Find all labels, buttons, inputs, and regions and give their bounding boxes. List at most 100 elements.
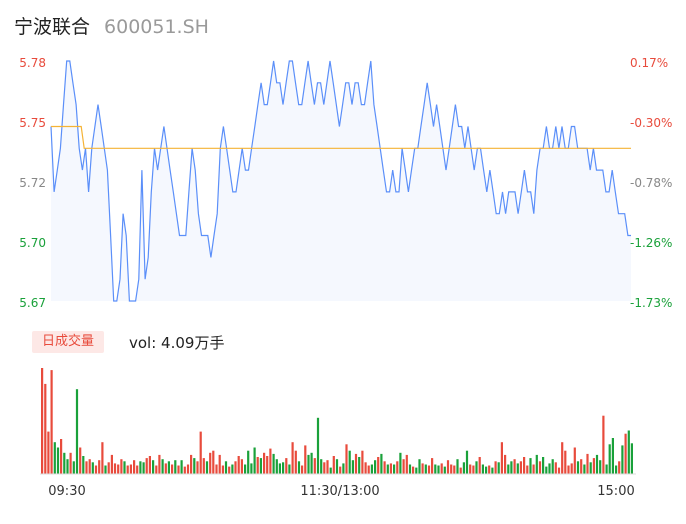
volume-bar xyxy=(402,459,405,474)
x-tick: 11:30/13:00 xyxy=(300,484,379,499)
volume-bar xyxy=(472,465,475,474)
volume-bar xyxy=(136,465,139,474)
volume-bar xyxy=(304,445,307,474)
volume-bar xyxy=(167,461,170,474)
volume-bar xyxy=(548,463,551,474)
volume-bar xyxy=(526,465,529,474)
volume-bar xyxy=(405,454,408,474)
volume-bar xyxy=(523,457,526,474)
x-tick: 15:00 xyxy=(597,484,634,499)
price-line xyxy=(50,60,631,302)
daily-volume-tab[interactable]: 日成交量 xyxy=(32,331,105,353)
volume-bar xyxy=(380,453,383,474)
volume-bar xyxy=(104,465,107,474)
y-tick-left: 5.78 xyxy=(19,56,46,70)
volume-bar xyxy=(234,461,237,474)
volume-bar xyxy=(374,460,377,474)
volume-bar xyxy=(377,457,380,474)
volume-bar xyxy=(592,458,595,474)
volume-bar xyxy=(399,452,402,474)
volume-bar xyxy=(332,456,335,474)
volume-bar xyxy=(615,465,618,474)
volume-bar xyxy=(351,460,354,474)
volume-bar xyxy=(240,459,243,474)
volume-bar xyxy=(221,465,224,474)
volume-bar xyxy=(256,457,259,474)
volume-bar xyxy=(450,464,453,474)
volume-bar xyxy=(573,447,576,474)
volume-bar xyxy=(567,465,570,474)
volume-bar xyxy=(113,463,117,474)
volume-bar xyxy=(133,460,136,474)
volume-bar xyxy=(161,459,164,474)
volume-bar xyxy=(278,463,281,474)
volume-bar xyxy=(396,461,399,474)
volume-bar xyxy=(110,454,113,474)
volume-chart: 09:30 11:30/13:00 15:00 xyxy=(40,368,636,499)
volume-bar xyxy=(47,431,50,474)
volume-bar xyxy=(60,439,63,474)
volume-bar xyxy=(383,461,386,474)
volume-bar xyxy=(224,461,228,474)
volume-bar xyxy=(323,462,326,474)
volume-bar xyxy=(599,460,602,474)
volume-bar xyxy=(361,450,364,474)
y-tick-left: 5.72 xyxy=(19,176,46,190)
volume-bar xyxy=(288,464,291,474)
y-axis-left: 5.78 5.75 5.72 5.70 5.67 xyxy=(19,56,46,310)
volume-bar xyxy=(266,456,269,474)
volume-bar xyxy=(437,465,440,474)
volume-bar xyxy=(453,465,456,474)
volume-bar xyxy=(475,461,478,474)
volume-bar xyxy=(174,460,177,474)
y-tick-left: 5.75 xyxy=(19,116,46,130)
volume-bar xyxy=(117,464,120,474)
volume-bar xyxy=(618,461,621,474)
volume-bar xyxy=(561,442,564,474)
volume-bar xyxy=(193,458,196,474)
volume-bar xyxy=(180,460,183,474)
volume-bar xyxy=(196,461,199,474)
volume-bar xyxy=(580,459,583,474)
y-tick-left: 5.67 xyxy=(19,296,46,310)
volume-bar xyxy=(272,453,275,474)
volume-bar xyxy=(148,456,151,474)
volume-bar xyxy=(98,460,101,474)
volume-bar xyxy=(231,464,234,474)
volume-bar xyxy=(485,466,488,474)
volume-bar xyxy=(329,467,332,474)
price-area xyxy=(51,61,631,301)
y-axis-right: 0.17% -0.30% -0.78% -1.26% -1.73% xyxy=(630,56,672,310)
volume-bar xyxy=(79,447,82,474)
volume-bar xyxy=(576,461,580,474)
volume-bar xyxy=(301,465,304,474)
volume-bar xyxy=(465,450,469,474)
volume-bar xyxy=(126,465,129,474)
volume-bar xyxy=(358,457,361,474)
volume-bar xyxy=(247,450,250,474)
volume-bar xyxy=(418,459,421,474)
volume-bar xyxy=(88,459,91,474)
volume-bar xyxy=(155,465,158,474)
volume-bar xyxy=(564,450,567,474)
volume-bar xyxy=(75,389,79,474)
volume-bar xyxy=(421,463,424,474)
volume-bar xyxy=(446,460,450,474)
volume-bar xyxy=(462,462,465,474)
y-tick-right: -1.73% xyxy=(630,296,672,310)
volume-bar xyxy=(459,467,462,474)
volume-bar xyxy=(608,444,611,474)
volume-bar xyxy=(611,438,614,474)
volume-bar xyxy=(250,463,253,474)
volume-bar xyxy=(513,459,516,474)
y-tick-right: 0.17% xyxy=(630,56,668,70)
volume-bar xyxy=(145,458,148,474)
volume-bar xyxy=(164,463,167,474)
volume-bar xyxy=(516,463,519,474)
volume-bar xyxy=(152,460,155,474)
volume-bar xyxy=(335,459,339,474)
volume-bar xyxy=(488,465,491,474)
volume-bar xyxy=(177,465,180,474)
stock-name: 宁波联合 xyxy=(14,16,91,38)
volume-bar xyxy=(570,463,573,474)
